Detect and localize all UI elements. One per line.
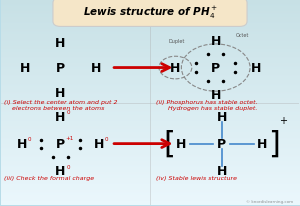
Text: H: H [211,35,221,48]
Text: 0: 0 [66,164,70,169]
Text: H: H [55,86,66,99]
Text: H: H [20,62,30,75]
Text: 0: 0 [105,136,109,141]
Text: [: [ [164,130,175,158]
Text: H: H [170,62,181,75]
Text: Duplet: Duplet [169,39,185,44]
Text: +: + [279,115,287,125]
Text: (i) Select the center atom and put 2
    electrons between the atoms: (i) Select the center atom and put 2 ele… [4,100,117,111]
Text: H: H [91,62,101,75]
Text: P: P [211,62,220,75]
Text: H: H [217,164,227,177]
Text: (iii) Check the formal charge: (iii) Check the formal charge [4,175,94,180]
Text: © knordislearning.com: © knordislearning.com [246,199,293,203]
Text: (ii) Phosphorus has stable octet.
      Hydrogen has stable duplet.: (ii) Phosphorus has stable octet. Hydrog… [156,100,258,111]
Text: H: H [55,37,66,50]
Text: 0: 0 [27,136,31,141]
Text: H: H [16,137,27,150]
Text: (iv) Stable lewis structure: (iv) Stable lewis structure [156,175,237,180]
Text: P: P [56,137,65,150]
Text: Octet: Octet [236,33,249,38]
Text: H: H [257,137,267,150]
Text: H: H [94,137,104,150]
Text: Lewis structure of PH$_4^+$: Lewis structure of PH$_4^+$ [82,5,218,21]
Text: ]: ] [268,130,280,158]
Text: P: P [56,62,65,75]
Text: P: P [217,137,226,150]
Text: H: H [251,62,261,75]
Text: H: H [55,111,66,124]
Text: H: H [217,111,227,124]
Text: 0: 0 [66,110,70,115]
Text: +1: +1 [65,136,74,141]
Text: H: H [55,164,66,177]
Text: H: H [176,137,187,150]
Text: H: H [211,88,221,101]
FancyBboxPatch shape [53,0,247,27]
